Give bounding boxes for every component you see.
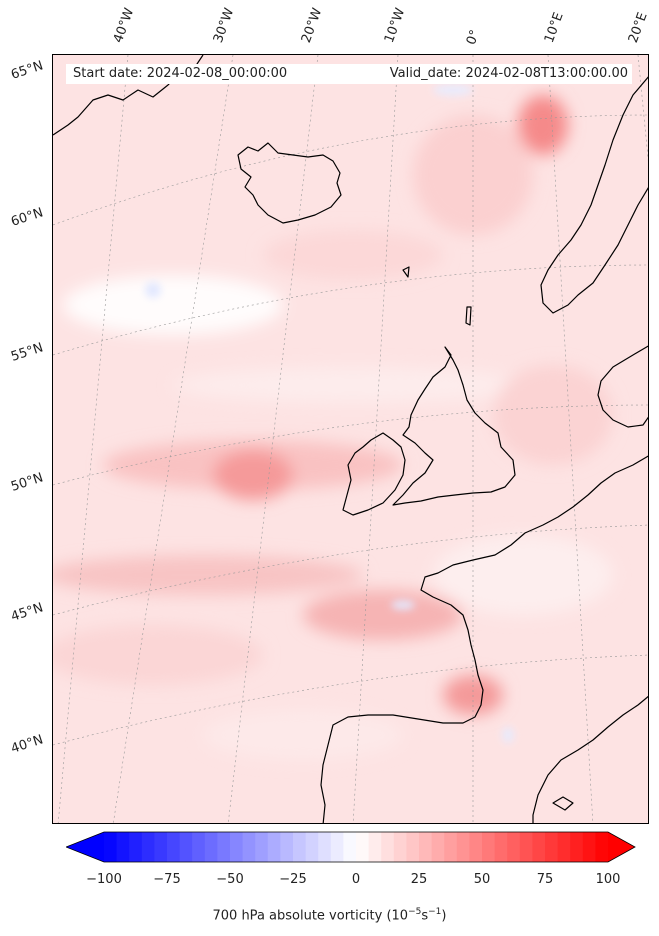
ireland-coast [342,432,406,516]
colorbar-cell [356,832,370,862]
lat-label-60n: 60°N [9,205,46,230]
lon-label-10e: 10°E [541,10,567,46]
lon-label-40w: 40°W [110,6,138,45]
map-panel [52,54,649,824]
colorbar-label-end: ) [441,908,447,924]
colorbar-cell [582,832,596,862]
colorbar-label-text: 700 hPa absolute vorticity (10 [212,908,409,924]
colorbar-cell [255,832,269,862]
colorbar-cell [242,832,256,862]
great-britain-coast [392,346,516,506]
colorbar-cell [406,832,420,862]
colorbar-cell [419,832,433,862]
colorbar-cell [305,832,319,862]
colorbar-cell [507,832,521,862]
colorbar-cell [519,832,533,862]
vorticity-patches [53,95,613,760]
colorbar-cell [204,832,218,862]
continent-coast [320,455,648,823]
colorbar-tick-label: 100 [595,872,621,887]
colorbar-label: 700 hPa absolute vorticity (10−5s−1) [0,907,659,923]
start-date-text: Start date: 2024-02-08_00:00:00 [73,66,288,81]
iceland-coast [237,142,342,224]
colorbar-tick-label: 75 [536,872,554,887]
colorbar-cell [494,832,508,862]
colorbar-cell [280,832,294,862]
colorbar-label-exp: −5 [408,907,422,917]
date-info-bar: Start date: 2024-02-08_00:00:00 Valid_da… [66,64,632,84]
colorbar-cell [141,832,155,862]
colorbar-tick-label: −25 [279,872,307,887]
colorbar-cell [318,832,332,862]
blue-patches [145,84,514,743]
colorbar-cell [230,832,244,862]
colorbar-tick-label: −75 [153,872,181,887]
colorbar [66,831,636,863]
colorbar-cell [393,832,407,862]
colorbar-tick-label: 0 [351,872,361,887]
lat-label-65n: 65°N [9,58,46,83]
norway-coast [540,76,648,314]
lon-label-0: 0° [463,27,484,47]
lon-label-30w: 30°W [210,6,238,45]
colorbar-cell [557,832,571,862]
lon-label-20w: 20°W [298,6,326,45]
colorbar-cell [129,832,143,862]
colorbar-tick-label: −50 [216,872,244,887]
colorbar-cell [368,832,382,862]
colorbar-tick-label: 50 [473,872,491,887]
colorbar-extend-min [66,832,104,862]
colorbar-cell [381,832,395,862]
colorbar-cell [431,832,445,862]
valid-date-text: Valid_date: 2024-02-08T13:00:00.00 [389,66,628,81]
vorticity-map [53,55,648,823]
colorbar-cell [192,832,206,862]
colorbar-cell [179,832,193,862]
colorbar-cell [267,832,281,862]
colorbar-tick-label: 25 [410,872,428,887]
colorbar-outline [66,831,636,863]
denmark-coast [597,345,648,428]
lat-label-40n: 40°N [9,732,46,757]
colorbar-extend-max [608,832,635,862]
colorbar-tick-label: −100 [86,872,122,887]
colorbar-cell [293,832,307,862]
graticule [53,55,648,823]
colorbar-cell [154,832,168,862]
colorbar-cell [482,832,496,862]
lat-label-55n: 55°N [9,340,46,365]
colorbar-cell [217,832,231,862]
colorbar-cell [116,832,130,862]
lat-label-45n: 45°N [9,600,46,625]
colorbar-cell [104,832,118,862]
lat-label-50n: 50°N [9,470,46,495]
colorbar-cell [595,832,609,862]
colorbar-cell [570,832,584,862]
colorbar-cell [444,832,458,862]
colorbar-cell [343,832,357,862]
lon-label-10w: 10°W [381,6,409,45]
colorbar-cell [469,832,483,862]
lon-label-20e: 20°E [625,10,651,46]
colorbar-cell [456,832,470,862]
colorbar-cells [66,832,635,862]
colorbar-cell [167,832,181,862]
colorbar-cell [330,832,344,862]
coastlines [53,55,648,823]
colorbar-cell [545,832,559,862]
colorbar-label-unit: s [421,908,429,924]
colorbar-label-exp2: −1 [428,907,442,917]
colorbar-cell [532,832,546,862]
